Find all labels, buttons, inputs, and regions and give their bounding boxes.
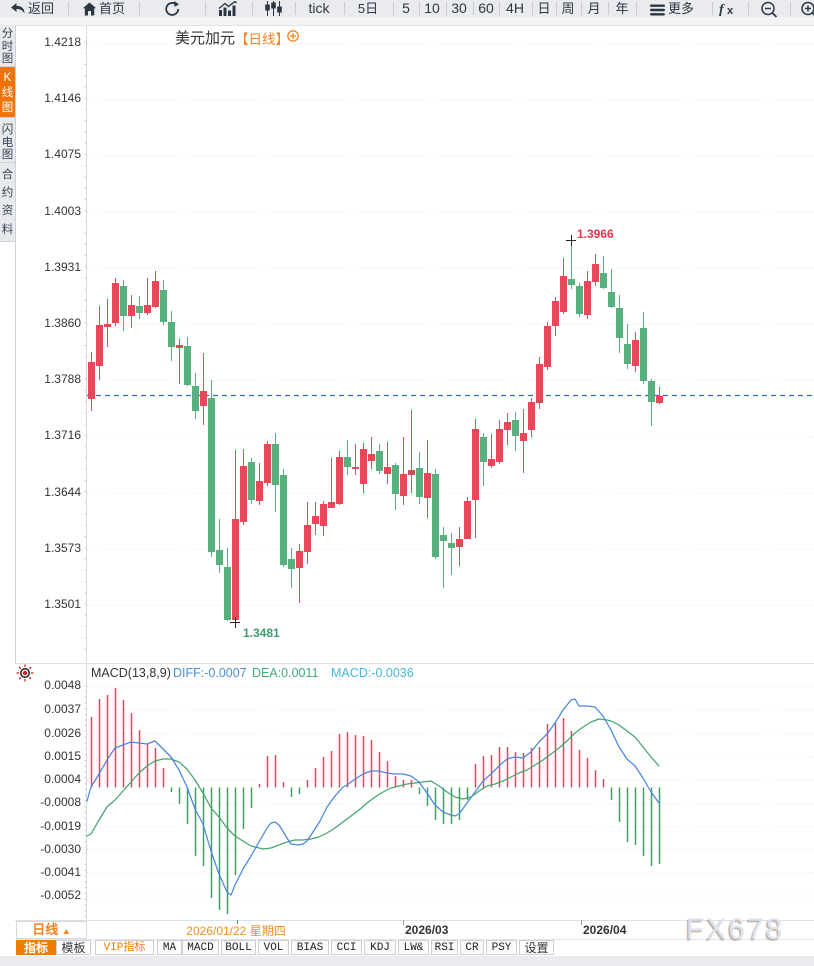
svg-text:x: x	[727, 5, 734, 16]
svg-text:f: f	[719, 3, 725, 17]
